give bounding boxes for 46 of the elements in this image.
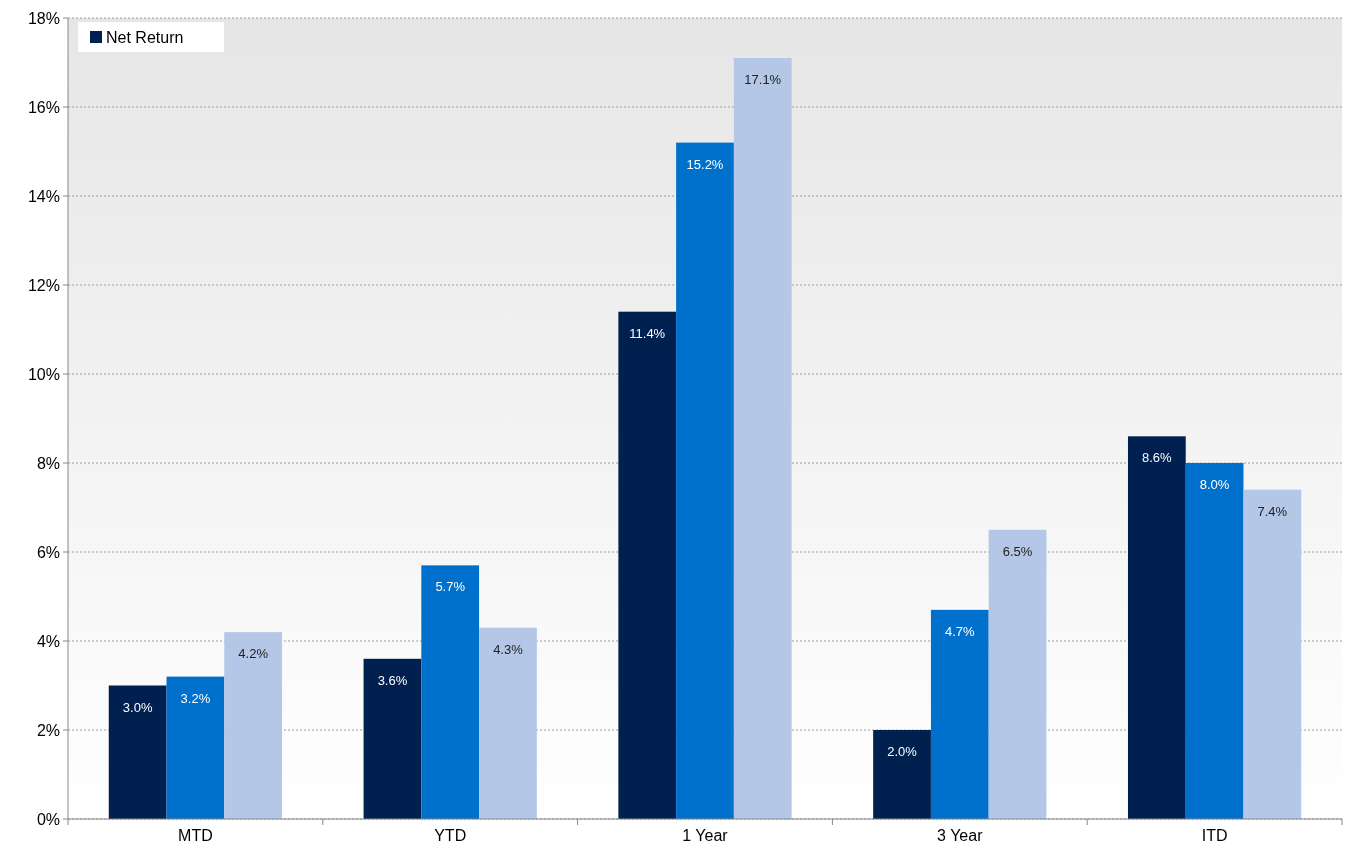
bar (618, 311, 677, 819)
bar (108, 685, 167, 819)
bar (479, 627, 537, 819)
data-label: 4.3% (493, 641, 524, 657)
bar (1243, 489, 1302, 819)
data-label: 15.2% (686, 156, 724, 172)
x-tick-label: 3 Year (937, 827, 984, 844)
data-label: 2.0% (887, 744, 918, 759)
legend-label: Net Return (106, 28, 184, 46)
bar (733, 58, 792, 819)
y-tick-label: 14% (27, 187, 60, 205)
bar (166, 676, 225, 819)
data-label: 5.7% (435, 579, 466, 595)
data-label: 7.4% (1257, 503, 1288, 519)
x-tick-label: ITD (1201, 827, 1228, 844)
data-label: 8.6% (1142, 450, 1173, 466)
bar (363, 658, 422, 819)
bar (988, 529, 1047, 819)
bar (1185, 463, 1244, 819)
y-tick-label: 16% (27, 98, 60, 116)
data-label: 3.2% (180, 690, 211, 706)
bar (930, 609, 989, 819)
bar (1127, 436, 1186, 819)
data-label: 6.5% (1002, 543, 1033, 559)
data-label: 17.1% (744, 72, 782, 88)
data-label: 4.7% (944, 623, 976, 639)
data-label: 3.6% (377, 672, 408, 688)
bar (224, 632, 283, 819)
bar (873, 730, 931, 819)
data-label: 4.2% (238, 646, 269, 662)
y-tick-label: 4% (36, 632, 60, 650)
data-label: 3.0% (122, 699, 153, 715)
bar (676, 142, 734, 819)
bar (421, 565, 480, 819)
data-label: 8.0% (1199, 477, 1230, 492)
y-tick-label: 18% (27, 9, 60, 27)
y-tick-label: 8% (36, 454, 60, 472)
y-tick-label: 0% (36, 810, 60, 828)
y-tick-label: 6% (36, 543, 60, 561)
x-tick-label: MTD (178, 827, 213, 844)
y-tick-label: 12% (27, 276, 60, 294)
x-tick-label: 1 Year (682, 827, 729, 844)
x-tick-label: YTD (434, 827, 467, 844)
y-tick-label: 2% (36, 721, 60, 739)
data-label: 11.4% (629, 325, 666, 341)
y-tick-label: 10% (27, 365, 60, 383)
